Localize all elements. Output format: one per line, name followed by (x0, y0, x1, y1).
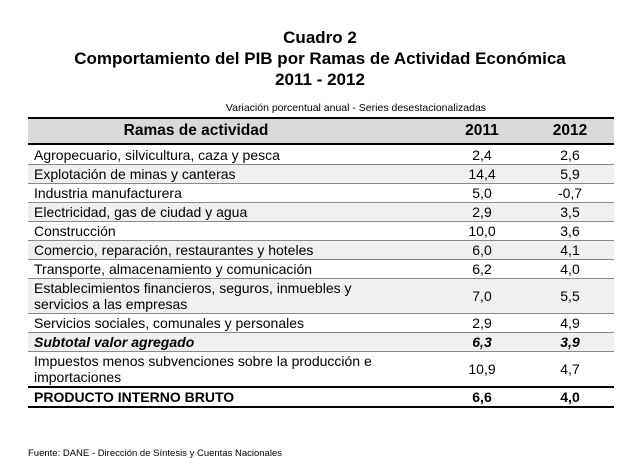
value-2011: 2,9 (438, 202, 526, 222)
title-line-2: Comportamiento del PIB por Ramas de Acti… (74, 49, 566, 68)
table-row: Electricidad, gas de ciudad y agua 2,9 3… (28, 202, 614, 222)
table-row: Transporte, almacenamiento y comunicació… (28, 259, 614, 279)
value-2012: 4,9 (526, 313, 614, 333)
table-row: Agropecuario, silvicultura, caza y pesca… (28, 144, 614, 165)
row-label: Comercio, reparación, restaurantes y hot… (28, 240, 438, 260)
total-row: PRODUCTO INTERNO BRUTO 6,6 4,0 (28, 386, 614, 408)
gdp-table: Ramas de actividad 2011 2012 Agropecuari… (28, 117, 614, 408)
value-2011: 10,9 (438, 351, 526, 388)
value-2011: 10,0 (438, 221, 526, 241)
table-header-row: Ramas de actividad 2011 2012 (28, 118, 614, 144)
source-note: Fuente: DANE - Dirección de Síntesis y C… (28, 448, 282, 459)
header-activity: Ramas de actividad (123, 122, 269, 139)
value-2011: 5,0 (438, 183, 526, 203)
table-row: Explotación de minas y canteras 14,4 5,9 (28, 164, 614, 184)
header-2012: 2012 (552, 122, 588, 139)
value-2011: 6,2 (438, 259, 526, 279)
row-label: Subtotal valor agregado (28, 332, 438, 352)
value-2011: 2,9 (438, 313, 526, 333)
value-2011: 2,4 (438, 144, 526, 165)
row-label: Electricidad, gas de ciudad y agua (28, 202, 438, 222)
table-row: Impuestos menos subvenciones sobre la pr… (28, 351, 614, 388)
table-row: Industria manufacturera 5,0 -0,7 (28, 183, 614, 203)
row-label: Agropecuario, silvicultura, caza y pesca (28, 144, 438, 165)
title-line-3: 2011 - 2012 (275, 70, 365, 89)
value-2012: 3,9 (526, 332, 614, 352)
value-2012: 3,5 (526, 202, 614, 222)
value-2011: 6,0 (438, 240, 526, 260)
value-2012: 2,6 (526, 144, 614, 165)
table-row: Servicios sociales, comunales y personal… (28, 313, 614, 333)
header-2011: 2011 (465, 122, 499, 139)
subtotal-row: Subtotal valor agregado 6,3 3,9 (28, 332, 614, 352)
row-label: Servicios sociales, comunales y personal… (28, 313, 438, 333)
value-2012: 4,0 (526, 386, 614, 408)
row-label: Construcción (28, 221, 438, 241)
value-2012: -0,7 (526, 183, 614, 203)
title-line-1: Cuadro 2 (283, 28, 357, 47)
table-row: Establecimientos financieros, seguros, i… (28, 278, 614, 314)
value-2011: 6,6 (438, 386, 526, 408)
row-label: Industria manufacturera (28, 183, 438, 203)
row-label: PRODUCTO INTERNO BRUTO (28, 386, 438, 408)
table-title: Cuadro 2 Comportamiento del PIB por Rama… (0, 27, 640, 90)
value-2011: 14,4 (438, 164, 526, 184)
value-2012: 3,6 (526, 221, 614, 241)
value-2011: 6,3 (438, 332, 526, 352)
row-label: Establecimientos financieros, seguros, i… (28, 278, 438, 314)
table-row: Construcción 10,0 3,6 (28, 221, 614, 241)
table-row: Comercio, reparación, restaurantes y hot… (28, 240, 614, 260)
row-label: Explotación de minas y canteras (28, 164, 438, 184)
value-2012: 4,1 (526, 240, 614, 260)
subtitle-text: Variación porcentual anual - Series dese… (225, 102, 487, 114)
value-2012: 4,7 (526, 351, 614, 388)
row-label: Transporte, almacenamiento y comunicació… (28, 259, 438, 279)
value-2011: 7,0 (438, 278, 526, 314)
row-label: Impuestos menos subvenciones sobre la pr… (28, 351, 438, 388)
table-subtitle: Variación porcentual anual - Series dese… (0, 102, 640, 114)
value-2012: 5,5 (526, 278, 614, 314)
value-2012: 5,9 (526, 164, 614, 184)
value-2012: 4,0 (526, 259, 614, 279)
